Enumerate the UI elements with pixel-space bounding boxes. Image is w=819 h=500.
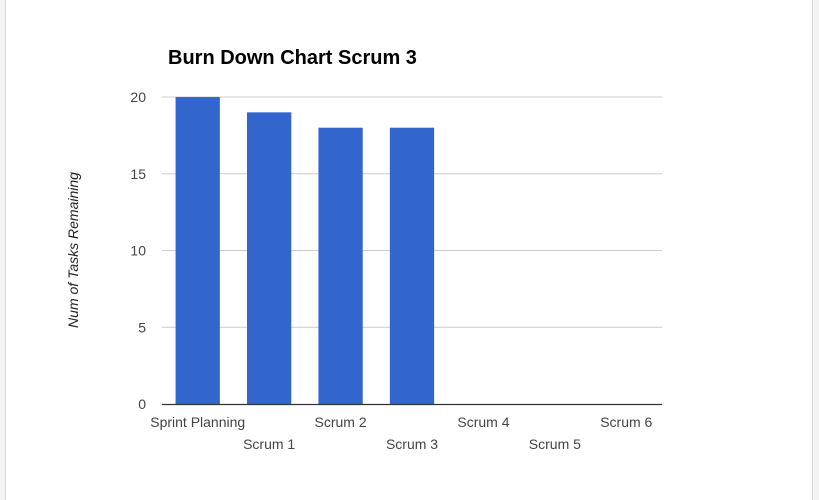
x-tick-label: Scrum 4 [457, 414, 509, 430]
x-tick-label: Scrum 5 [529, 436, 581, 452]
x-tick-label: Scrum 1 [243, 436, 295, 452]
y-tick-label: 10 [130, 243, 146, 259]
y-tick-label: 15 [130, 166, 146, 182]
x-tick-label: Scrum 6 [600, 414, 652, 430]
y-tick-label: 5 [138, 319, 146, 335]
x-tick-label: Scrum 2 [315, 414, 367, 430]
y-tick-label: 20 [130, 89, 146, 105]
chart-title: Burn Down Chart Scrum 3 [168, 47, 417, 69]
x-tick-label: Sprint Planning [150, 414, 245, 430]
x-tick-label: Scrum 3 [386, 436, 438, 452]
bar[interactable] [318, 127, 363, 404]
y-tick-label: 0 [138, 396, 146, 412]
bar[interactable] [389, 127, 435, 404]
bar[interactable] [247, 112, 292, 404]
bar[interactable] [175, 97, 220, 404]
